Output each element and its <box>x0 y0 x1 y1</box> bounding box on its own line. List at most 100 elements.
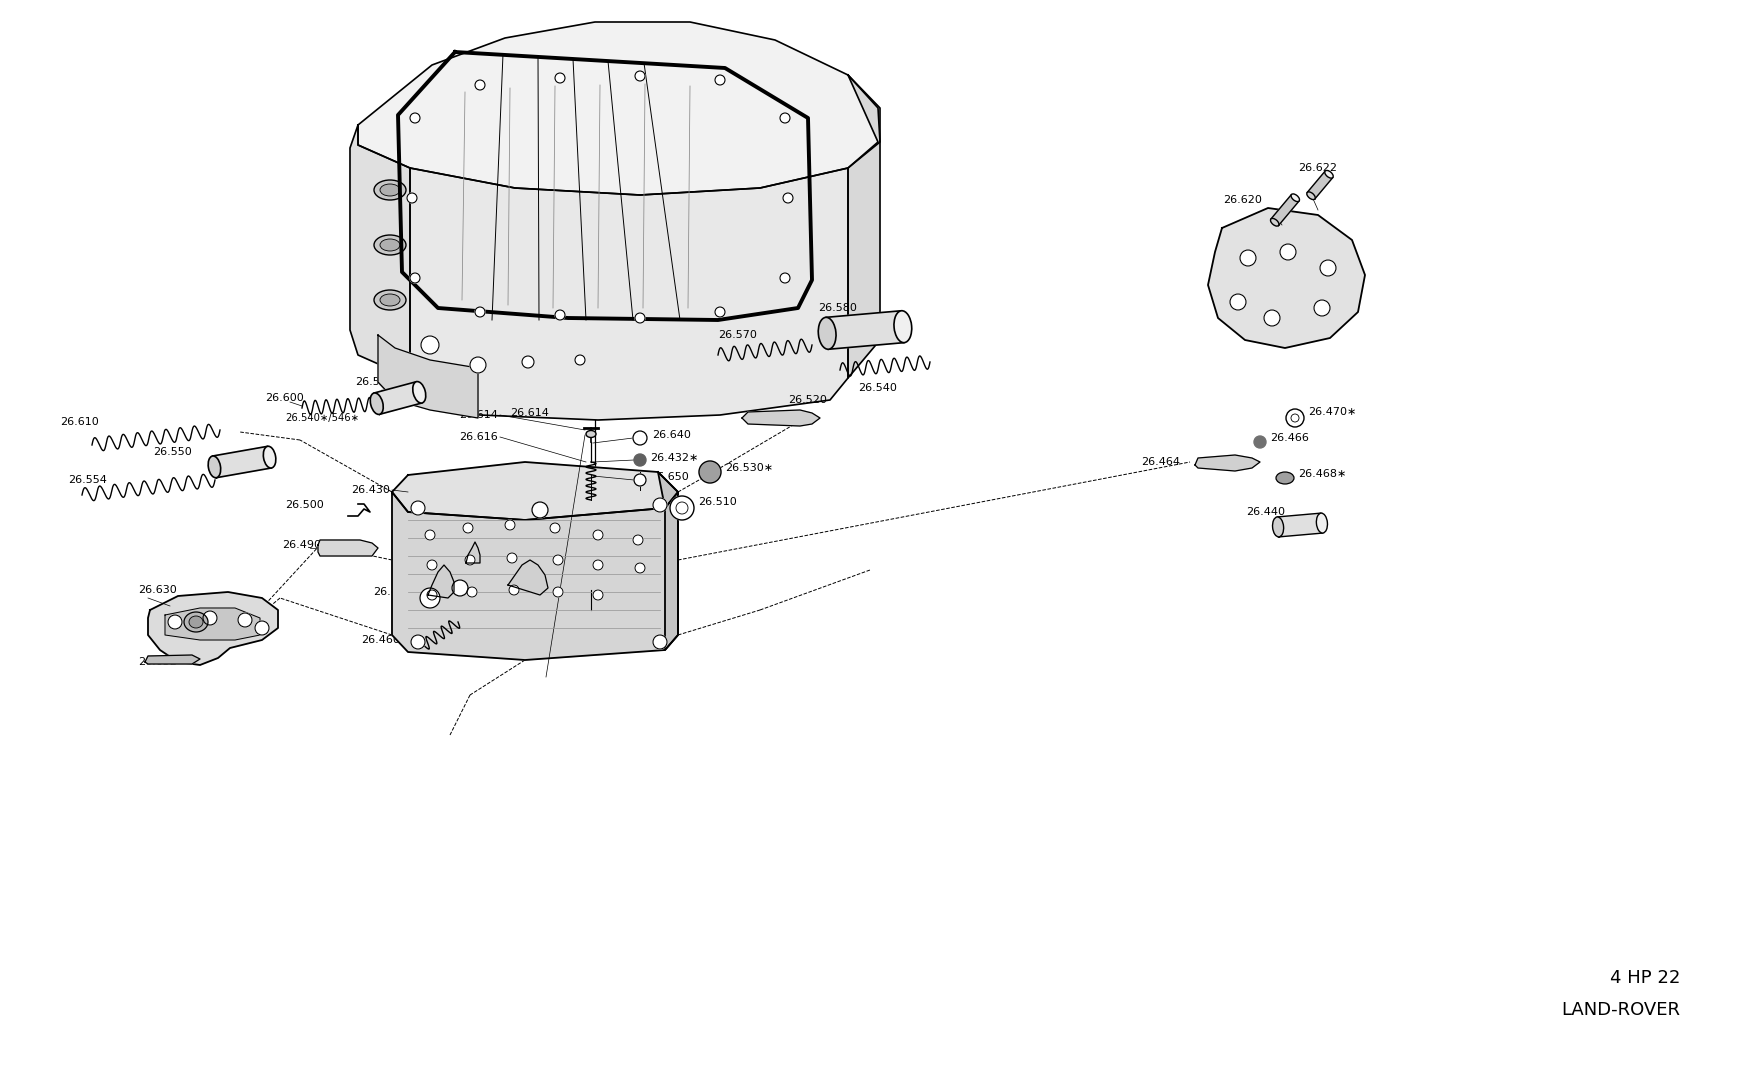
Polygon shape <box>378 168 849 420</box>
Ellipse shape <box>374 235 406 255</box>
Ellipse shape <box>262 446 276 468</box>
Text: 26.540: 26.540 <box>858 383 898 393</box>
Circle shape <box>506 520 514 530</box>
Circle shape <box>452 580 467 596</box>
Polygon shape <box>392 492 677 661</box>
Circle shape <box>1264 310 1279 326</box>
Circle shape <box>782 193 793 203</box>
Circle shape <box>425 530 436 540</box>
Ellipse shape <box>374 180 406 199</box>
Circle shape <box>464 523 472 533</box>
Polygon shape <box>212 446 271 477</box>
Circle shape <box>593 560 604 570</box>
Text: 26.440: 26.440 <box>1246 507 1284 517</box>
Text: 26.620: 26.620 <box>1223 195 1262 205</box>
Text: 26.632: 26.632 <box>138 657 177 667</box>
Circle shape <box>716 307 724 317</box>
Circle shape <box>716 75 724 85</box>
Circle shape <box>420 588 439 608</box>
Ellipse shape <box>380 294 401 306</box>
Circle shape <box>1314 300 1330 316</box>
Ellipse shape <box>1270 218 1279 226</box>
Circle shape <box>635 71 646 81</box>
Text: 26.614: 26.614 <box>509 408 550 417</box>
Ellipse shape <box>1307 192 1316 199</box>
Circle shape <box>634 535 642 545</box>
Polygon shape <box>1270 194 1298 226</box>
Ellipse shape <box>189 616 203 628</box>
Circle shape <box>410 272 420 283</box>
Text: 26.468∗: 26.468∗ <box>1298 469 1346 479</box>
Polygon shape <box>849 75 880 378</box>
Text: 26.600: 26.600 <box>264 393 304 403</box>
Circle shape <box>1320 261 1335 276</box>
Text: 26.540∗/546∗: 26.540∗/546∗ <box>285 413 359 423</box>
Text: 26.520: 26.520 <box>788 395 828 405</box>
Text: 26.530∗: 26.530∗ <box>724 463 774 473</box>
Polygon shape <box>359 22 880 195</box>
Text: 26.460: 26.460 <box>360 635 401 645</box>
Polygon shape <box>1307 171 1334 199</box>
Circle shape <box>634 431 648 445</box>
Ellipse shape <box>413 382 425 403</box>
Ellipse shape <box>1316 513 1328 533</box>
Ellipse shape <box>819 317 836 349</box>
Ellipse shape <box>374 290 406 310</box>
Circle shape <box>780 272 789 283</box>
Circle shape <box>553 588 564 597</box>
Circle shape <box>255 621 270 635</box>
Polygon shape <box>429 565 453 598</box>
Text: 4 HP 22: 4 HP 22 <box>1610 969 1680 988</box>
Circle shape <box>467 588 478 597</box>
Circle shape <box>507 553 516 564</box>
Polygon shape <box>374 382 422 414</box>
Circle shape <box>593 530 604 540</box>
Polygon shape <box>164 608 261 640</box>
Circle shape <box>474 80 485 90</box>
Circle shape <box>1286 409 1304 427</box>
Polygon shape <box>826 311 905 349</box>
Circle shape <box>471 358 487 373</box>
Ellipse shape <box>380 184 401 196</box>
Circle shape <box>634 455 646 467</box>
Text: 26.474: 26.474 <box>410 555 448 565</box>
Ellipse shape <box>1292 194 1300 202</box>
Circle shape <box>1279 244 1297 261</box>
Circle shape <box>550 523 560 533</box>
Circle shape <box>509 585 520 595</box>
Polygon shape <box>742 410 821 426</box>
Circle shape <box>1230 294 1246 310</box>
Circle shape <box>555 73 565 83</box>
Circle shape <box>555 310 565 320</box>
Text: 26.510: 26.510 <box>698 497 737 507</box>
Polygon shape <box>658 472 677 650</box>
Text: 26.470∗: 26.470∗ <box>1307 407 1356 417</box>
Text: 26.610: 26.610 <box>60 417 98 427</box>
Text: LAND-ROVER: LAND-ROVER <box>1561 1001 1680 1019</box>
Ellipse shape <box>1276 472 1293 484</box>
Text: 26.630: 26.630 <box>138 585 177 595</box>
Text: 26.640: 26.640 <box>653 429 691 440</box>
Text: 26.464: 26.464 <box>1141 457 1180 467</box>
Circle shape <box>466 555 474 565</box>
Text: 26.614: 26.614 <box>458 410 499 420</box>
Circle shape <box>427 560 438 570</box>
Polygon shape <box>466 542 480 564</box>
Circle shape <box>203 611 217 625</box>
Text: 26.616: 26.616 <box>458 432 499 443</box>
Circle shape <box>634 474 646 486</box>
Circle shape <box>168 615 182 629</box>
Circle shape <box>576 355 584 365</box>
Text: 26.490: 26.490 <box>282 540 320 550</box>
Text: 26.554: 26.554 <box>68 475 107 485</box>
Polygon shape <box>1195 455 1260 471</box>
Circle shape <box>635 564 646 573</box>
Polygon shape <box>318 540 378 556</box>
Polygon shape <box>507 560 548 595</box>
Circle shape <box>1241 250 1256 266</box>
Circle shape <box>553 555 564 565</box>
Polygon shape <box>378 335 478 417</box>
Circle shape <box>780 113 789 123</box>
Polygon shape <box>145 655 200 664</box>
Circle shape <box>238 613 252 627</box>
